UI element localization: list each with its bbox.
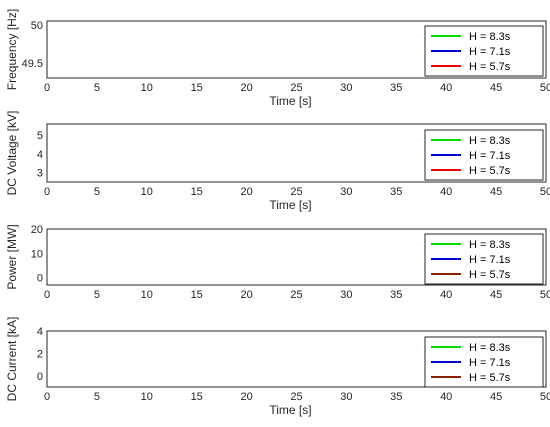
x-tick-label: 40 [440,186,452,198]
legend-label: H = 8.3s [469,135,511,147]
y-tick-label: 4 [37,149,43,161]
x-tick-label: 30 [340,289,352,301]
legend-label: H = 8.3s [469,239,511,251]
x-tick-label: 35 [390,186,402,198]
x-tick-label: 30 [340,186,352,198]
x-tick-label: 35 [390,82,402,94]
legend-label: H = 5.7s [469,372,511,384]
x-axis-label: Time [s] [269,198,311,212]
x-tick-label: 40 [440,391,452,403]
x-tick-label: 0 [44,289,50,301]
x-tick-label: 45 [490,186,502,198]
y-axis-label: Frequency [Hz] [5,9,19,90]
x-tick-label: 45 [490,391,502,403]
x-tick-label: 0 [44,186,50,198]
y-tick-label: 2 [37,348,43,360]
x-tick-label: 15 [191,391,203,403]
y-tick-label: 10 [31,248,43,260]
x-tick-label: 50 [540,82,550,94]
x-tick-label: 5 [94,289,100,301]
legend-label: H = 5.7s [469,61,511,73]
x-tick-label: 15 [191,82,203,94]
x-tick-label: 15 [191,186,203,198]
legend-label: H = 5.7s [469,165,511,177]
x-tick-label: 20 [240,391,252,403]
x-tick-label: 50 [540,289,550,301]
y-axis-label: DC Current [kA] [5,317,19,402]
x-tick-label: 45 [490,289,502,301]
x-tick-label: 5 [94,82,100,94]
x-axis-label: Time [s] [269,94,311,108]
x-tick-label: 35 [390,289,402,301]
x-tick-label: 25 [290,391,302,403]
x-tick-label: 10 [141,391,153,403]
legend-label: H = 7.1s [469,357,511,369]
x-tick-label: 30 [340,82,352,94]
y-axis-label: DC Voltage [kV] [5,111,19,196]
x-tick-label: 10 [141,82,153,94]
legend-label: H = 7.1s [469,46,511,58]
x-tick-label: 40 [440,82,452,94]
legend-label: H = 7.1s [469,150,511,162]
y-tick-label: 0 [37,273,43,285]
x-tick-label: 20 [240,82,252,94]
x-tick-label: 30 [340,391,352,403]
x-tick-label: 20 [240,186,252,198]
y-tick-label: 4 [37,326,43,338]
x-tick-label: 50 [540,186,550,198]
x-axis-label: Time [s] [269,403,311,417]
x-tick-label: 25 [290,186,302,198]
legend-label: H = 5.7s [469,269,511,281]
x-tick-label: 45 [490,82,502,94]
x-tick-label: 10 [141,289,153,301]
x-tick-label: 25 [290,289,302,301]
x-tick-label: 15 [191,289,203,301]
y-tick-label: 3 [37,168,43,180]
x-tick-label: 0 [44,82,50,94]
legend-label: H = 8.3s [469,342,511,354]
x-tick-label: 5 [94,391,100,403]
y-tick-label: 0 [37,371,43,383]
x-tick-label: 35 [390,391,402,403]
x-tick-label: 40 [440,289,452,301]
x-tick-label: 50 [540,391,550,403]
y-tick-label: 49.5 [22,58,43,70]
legend-label: H = 7.1s [469,254,511,266]
legend-label: H = 8.3s [469,31,511,43]
y-tick-label: 50 [31,20,43,32]
x-tick-label: 0 [44,391,50,403]
y-axis-label: Power [MW] [5,224,19,289]
x-tick-label: 20 [240,289,252,301]
x-tick-label: 25 [290,82,302,94]
x-tick-label: 5 [94,186,100,198]
x-tick-label: 10 [141,186,153,198]
y-tick-label: 20 [31,224,43,236]
y-tick-label: 5 [37,130,43,142]
